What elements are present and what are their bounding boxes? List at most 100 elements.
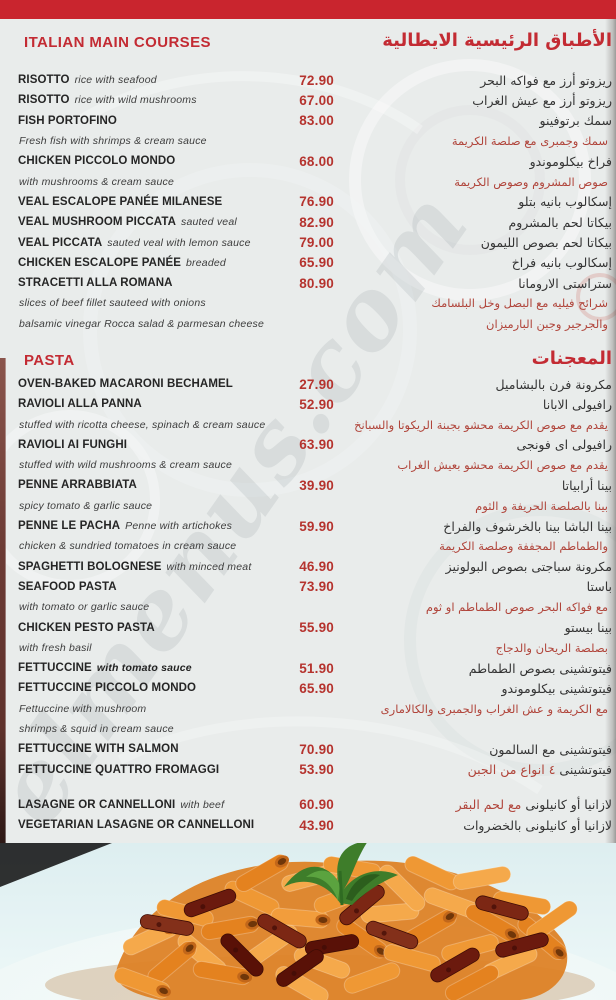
item-name-arabic: ستراستى الارومانا: [518, 275, 612, 291]
item-price: 68.00: [299, 153, 334, 169]
arabic-text: سمك برتوفينو: [540, 111, 613, 131]
section-header-arabic: الأطباق الرئيسية الايطالية: [382, 30, 612, 51]
photo-corner-shadow: [0, 843, 112, 887]
item-name-arabic: فراخ بيكلوموندو: [529, 153, 612, 169]
arabic-text: ريزوتو أرز مع عيش الغراب: [472, 90, 612, 110]
top-red-bar: [0, 0, 616, 19]
arabic-text: لازانيا أو كانيلونى مع لحم البقر: [456, 795, 612, 815]
item-price: 82.90: [299, 214, 334, 230]
item-descriptor: balsamic vinegar Rocca salad & parmesan …: [19, 317, 264, 330]
item-description-row: stuffed with ricotta cheese, spinach & c…: [18, 414, 612, 434]
item-price: 52.90: [299, 396, 334, 412]
item-descriptor: spicy tomato & garlic sauce: [19, 499, 153, 512]
menu-item-row: SEAFOOD PASTA 73.90 باستا: [18, 577, 612, 597]
english-text: LASAGNE OR CANNELLONI with beef: [18, 795, 334, 815]
menu-item-row: OVEN-BAKED MACARONI BECHAMEL 27.90 مكرونة …: [18, 374, 612, 394]
item-price: 70.90: [299, 741, 334, 757]
section-header: ITALIAN MAIN COURSES الأطباق الرئيسية الا…: [18, 30, 612, 70]
item-description-row: Fresh fish with shrimps & cream sauce سمك…: [18, 131, 612, 151]
item-name-arabic: ريزوتو أرز مع فواكه البحر: [480, 72, 612, 88]
item-arabic-red: بصلصة الريحان والدجاج: [495, 640, 608, 655]
menu-item-row: PENNE ARRABBIATA 39.90 بينا أرابياتا: [18, 475, 612, 495]
section-header-english: PASTA: [24, 351, 75, 369]
item-name-arabic: فيتوتشينى بصوص الطماطم: [468, 660, 612, 676]
menu-item-row: RISOTTO rice with seafood 72.90 ريزوتو أرز …: [18, 70, 612, 90]
section-header: PASTA المعجنات: [18, 348, 612, 374]
item-arabic-red: صوص المشروم وصوص الكريمة: [454, 174, 608, 189]
item-name-arabic: باستا: [586, 579, 612, 595]
arabic-text: بينا بالصلصة الحريفة و الثوم: [475, 496, 612, 516]
english-text: VEAL MUSHROOM PICCATA sauted veal: [18, 212, 334, 232]
item-price: 60.90: [299, 797, 334, 813]
item-name-arabic: مكرونة سباجتى بصوص البولونيز: [445, 559, 612, 575]
item-descriptor: with mushrooms & cream sauce: [19, 175, 174, 188]
item-name-arabic: ريزوتو أرز مع عيش الغراب: [472, 92, 612, 108]
arabic-text: ستراستى الارومانا: [518, 273, 612, 293]
arabic-text: بينا الباشا بينا بالخرشوف والفراخ: [443, 516, 612, 536]
arabic-text: والطماطم المجففة وصلصة الكريمة: [439, 536, 612, 556]
item-name-arabic: بينا بيستو: [564, 620, 612, 636]
english-text: CHICKEN PESTO PASTA: [18, 617, 334, 637]
item-arabic-red: والجرجير وجبن البارميزان: [486, 316, 608, 331]
item-name: RISOTTO: [18, 94, 70, 107]
english-text: FETTUCCINE with tomato sauce: [18, 658, 334, 678]
item-descriptor: slices of beef fillet sauteed with onion…: [19, 297, 206, 310]
item-name-arabic: بيكاتا لحم بصوص الليمون: [480, 235, 612, 251]
arabic-text: سمك وجمبرى مع صلصة الكريمة: [452, 131, 612, 151]
arabic-text: مكرونة سباجتى بصوص البولونيز: [446, 557, 612, 577]
english-text: Fettuccine with mushroom: [18, 699, 334, 719]
menu-item-row: RAVIOLI AI FUNGHI 63.90 رافيولى اى فونجى: [18, 435, 612, 455]
item-name-arabic: مكرونة فرن بالبشاميل: [495, 376, 612, 392]
arabic-text: فيتوتشينى ٤ انواع من الجبن: [468, 760, 612, 780]
item-name-arabic: لازانيا أو كانيلونى: [525, 797, 612, 813]
sundried-tomatoes: [139, 884, 549, 987]
english-text: PENNE ARRABBIATA: [18, 475, 334, 495]
pasta-dish-photo: [0, 843, 616, 1000]
item-arabic-red: يقدم مع صوص الكريمة محشو بعيش الغراب: [397, 458, 608, 473]
item-name-arabic: إسكالوب بانيه فراخ: [511, 255, 612, 271]
section-header-arabic: المعجنات: [531, 347, 612, 369]
arabic-text: فيتوتشينى بيكلوموندو: [501, 678, 612, 698]
item-name: OVEN-BAKED MACARONI BECHAMEL: [18, 378, 233, 390]
english-text: RAVIOLI ALLA PANNA: [18, 394, 334, 414]
arabic-text: بينا أرابياتا: [562, 475, 612, 495]
item-descriptor: rice with seafood: [74, 74, 157, 87]
english-text: spicy tomato & garlic sauce: [18, 496, 334, 516]
item-name: RAVIOLI AI FUNGHI: [18, 438, 128, 451]
item-description-row: spicy tomato & garlic sauce بينا بالصلصة …: [18, 496, 612, 516]
item-descriptor: with minced meat: [166, 560, 252, 573]
item-name-arabic: بيكاتا لحم بالمشروم: [508, 214, 612, 230]
item-name: VEAL PICCATA: [18, 236, 103, 249]
english-text: CHICKEN PICCOLO MONDO: [18, 151, 334, 171]
menu-item-row: FETTUCCINE with tomato sauce 51.90 فيتوتشين…: [18, 658, 612, 678]
item-price: 67.00: [299, 92, 334, 108]
english-text: RISOTTO rice with seafood: [18, 70, 334, 90]
menu-item-row: SPAGHETTI BOLOGNESE with minced meat 46.90…: [18, 557, 612, 577]
item-price: 59.90: [299, 518, 334, 534]
menu-item-row: VEAL MUSHROOM PICCATA sauted veal 82.90 بيك…: [18, 212, 612, 232]
item-arabic-red: سمك وجمبرى مع صلصة الكريمة: [451, 134, 608, 149]
english-text: with tomato or garlic sauce: [18, 597, 334, 617]
english-text: SEAFOOD PASTA: [18, 577, 334, 597]
item-name: FETTUCCINE WITH SALMON: [18, 743, 179, 756]
arabic-text: فراخ بيكلوموندو: [530, 151, 612, 171]
english-text: with fresh basil: [18, 638, 334, 658]
item-description-row: stuffed with wild mushrooms & cream sauc…: [18, 455, 612, 475]
item-descriptor: with fresh basil: [19, 641, 92, 654]
section-gap: [18, 334, 612, 352]
menu-item-row: FETTUCCINE WITH SALMON 70.90 فيتوتشينى مع …: [18, 739, 612, 759]
item-name: SEAFOOD PASTA: [18, 580, 117, 593]
parsley-garnish: [284, 843, 398, 906]
item-descriptor: with tomato or garlic sauce: [19, 601, 150, 614]
arabic-text: شرائح فيليه مع البصل وخل البلسامك: [431, 293, 612, 313]
english-text: VEGETARIAN LASAGNE OR CANNELLONI: [18, 815, 334, 835]
arabic-text: ريزوتو أرز مع فواكه البحر: [480, 70, 612, 90]
menu-item-row: CHICKEN ESCALOPE PANÉE breaded 65.90 إسكالو…: [18, 253, 612, 273]
english-text: balsamic vinegar Rocca salad & parmesan …: [18, 314, 334, 334]
item-arabic-red: والطماطم المجففة وصلصة الكريمة: [439, 539, 608, 554]
menu-item-row: VEAL PICCATA sauted veal with lemon sauce…: [18, 232, 612, 252]
arabic-text: بينا بيستو: [565, 617, 612, 637]
item-price: 46.90: [299, 559, 334, 575]
item-name: FETTUCCINE QUATTRO FROMAGGI: [18, 763, 220, 776]
menu-item-row: FISH PORTOFINO 83.00 سمك برتوفينو: [18, 111, 612, 131]
